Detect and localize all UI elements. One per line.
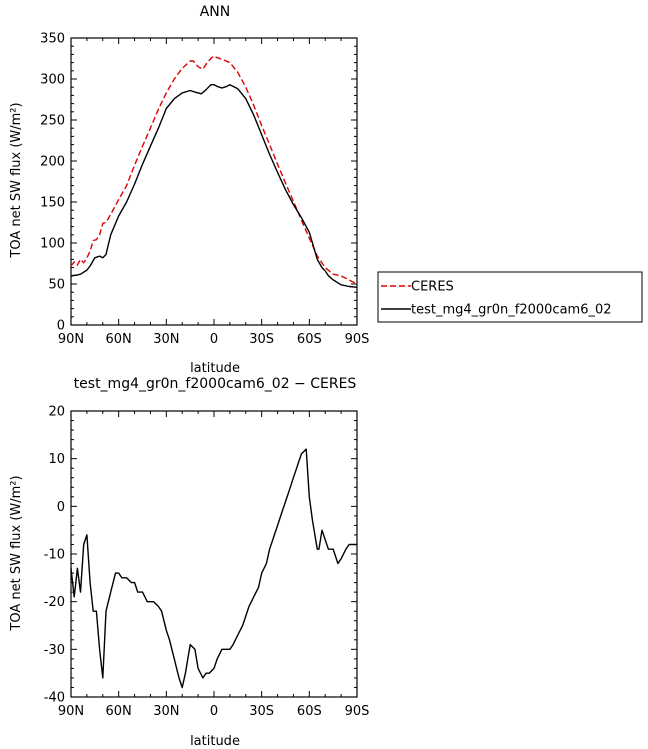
y-tick-label: -20	[44, 595, 65, 610]
legend: CERES test_mg4_gr0n_f2000cam6_02	[377, 271, 643, 323]
series-line-difference	[70, 448, 357, 689]
bottom-chart: test_mg4_gr0n_f2000cam6_02 − CERES TOA n…	[9, 376, 369, 749]
x-tick-label: 90N	[58, 332, 84, 347]
y-tick-label: -10	[44, 548, 65, 563]
chart1-xlabel: latitude	[190, 361, 240, 376]
x-tick-label: 90S	[345, 704, 370, 719]
chart2-xlabel: latitude	[190, 734, 240, 749]
x-tick-label: 60N	[106, 332, 132, 347]
plot-frame	[70, 37, 358, 326]
y-tick-label: 200	[40, 155, 65, 170]
top-chart: ANN TOA net SW flux (W/m²) latitude 0 50 1…	[9, 4, 643, 376]
x-tick-label: 90S	[345, 332, 370, 347]
series-line-ceres	[70, 55, 358, 284]
y-tick-label: 300	[40, 73, 65, 88]
x-tick-label: 30S	[249, 332, 274, 347]
y-tick-label: -30	[44, 643, 65, 658]
x-tick-label: 60S	[297, 332, 322, 347]
x-tick-label: 30N	[153, 332, 179, 347]
plot-frame	[70, 410, 358, 698]
x-tick-label: 60N	[106, 704, 132, 719]
y-tick-label: 50	[48, 278, 65, 293]
x-tick-label: 90N	[58, 704, 84, 719]
chart2-title: test_mg4_gr0n_f2000cam6_02 − CERES	[74, 376, 357, 392]
y-tick-label: 100	[40, 237, 65, 252]
y-tick-label: 0	[57, 500, 65, 515]
y-tick-label: 0	[57, 319, 65, 334]
legend-label: CERES	[411, 280, 454, 295]
x-tick-label: 30S	[249, 704, 274, 719]
chart1-ylabel: TOA net SW flux (W/m²)	[9, 102, 24, 258]
x-tick-label: 30N	[153, 704, 179, 719]
x-tick-label: 60S	[297, 704, 322, 719]
chart2-ylabel: TOA net SW flux (W/m²)	[9, 475, 24, 631]
legend-label: test_mg4_gr0n_f2000cam6_02	[411, 303, 612, 318]
legend-box	[377, 271, 643, 323]
y-tick-label: 250	[40, 114, 65, 129]
y-tick-label: 20	[48, 405, 65, 420]
y-tick-label: 350	[40, 32, 65, 47]
y-tick-label: 150	[40, 196, 65, 211]
x-tick-label: 0	[210, 332, 218, 347]
chart1-title: ANN	[200, 4, 231, 20]
x-tick-label: 0	[210, 704, 218, 719]
y-tick-label: -40	[44, 691, 65, 706]
series-line-test-mg4-gr0n-f2000cam6-02	[70, 83, 358, 288]
y-tick-label: 10	[48, 452, 65, 467]
